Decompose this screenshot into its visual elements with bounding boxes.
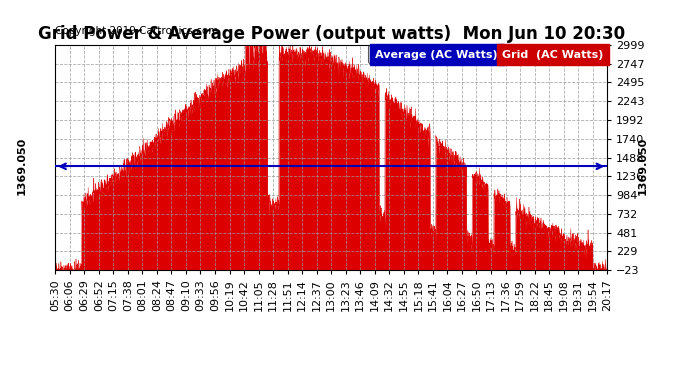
Text: Copyright 2019 Cartronics.com: Copyright 2019 Cartronics.com (55, 26, 219, 36)
Title: Grid Power & Average Power (output watts)  Mon Jun 10 20:30: Grid Power & Average Power (output watts… (38, 26, 624, 44)
Legend: Average (AC Watts), Grid  (AC Watts): Average (AC Watts), Grid (AC Watts) (368, 45, 607, 63)
Text: 1369.050: 1369.050 (638, 137, 648, 195)
Text: 1369.050: 1369.050 (17, 137, 27, 195)
